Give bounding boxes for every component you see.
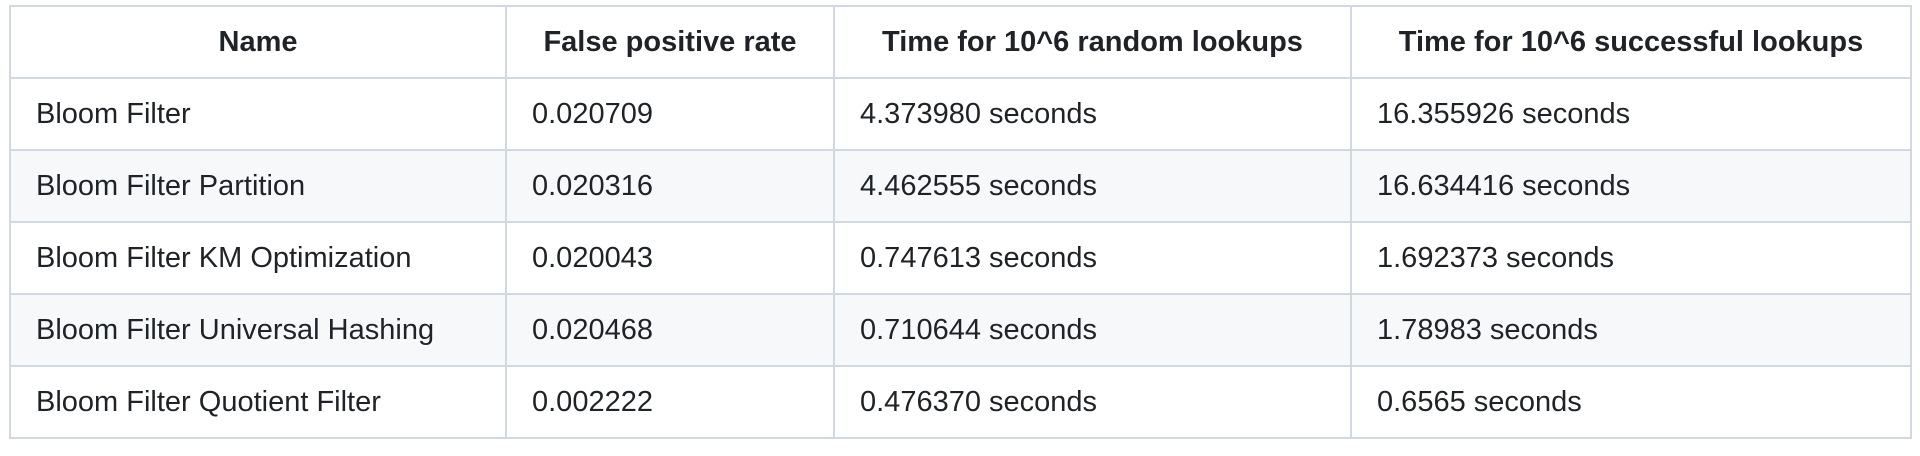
results-table: Name False positive rate Time for 10^6 r… [9,5,1912,439]
cell-false-positive-rate: 0.002222 [505,365,835,439]
table-row: Bloom Filter 0.020709 4.373980 seconds 1… [9,77,1912,151]
table-header: Name False positive rate Time for 10^6 r… [9,5,1912,79]
cell-successful-lookups-time: 1.692373 seconds [1350,221,1912,295]
cell-random-lookups-time: 4.462555 seconds [833,149,1352,223]
header-successful-lookups-time: Time for 10^6 successful lookups [1350,5,1912,79]
cell-false-positive-rate: 0.020043 [505,221,835,295]
cell-successful-lookups-time: 16.634416 seconds [1350,149,1912,223]
cell-name: Bloom Filter Partition [9,149,507,223]
cell-random-lookups-time: 0.710644 seconds [833,293,1352,367]
header-name: Name [9,5,507,79]
cell-random-lookups-time: 0.476370 seconds [833,365,1352,439]
cell-name: Bloom Filter KM Optimization [9,221,507,295]
cell-false-positive-rate: 0.020709 [505,77,835,151]
table-row: Bloom Filter Partition 0.020316 4.462555… [9,149,1912,223]
results-table-container: Name False positive rate Time for 10^6 r… [9,5,1912,439]
cell-false-positive-rate: 0.020316 [505,149,835,223]
cell-false-positive-rate: 0.020468 [505,293,835,367]
cell-name: Bloom Filter [9,77,507,151]
cell-successful-lookups-time: 0.6565 seconds [1350,365,1912,439]
header-row: Name False positive rate Time for 10^6 r… [9,5,1912,79]
cell-random-lookups-time: 0.747613 seconds [833,221,1352,295]
header-random-lookups-time: Time for 10^6 random lookups [833,5,1352,79]
cell-successful-lookups-time: 16.355926 seconds [1350,77,1912,151]
header-false-positive-rate: False positive rate [505,5,835,79]
table-row: Bloom Filter Universal Hashing 0.020468 … [9,293,1912,367]
cell-random-lookups-time: 4.373980 seconds [833,77,1352,151]
cell-successful-lookups-time: 1.78983 seconds [1350,293,1912,367]
table-body: Bloom Filter 0.020709 4.373980 seconds 1… [9,77,1912,439]
table-row: Bloom Filter KM Optimization 0.020043 0.… [9,221,1912,295]
cell-name: Bloom Filter Quotient Filter [9,365,507,439]
cell-name: Bloom Filter Universal Hashing [9,293,507,367]
table-row: Bloom Filter Quotient Filter 0.002222 0.… [9,365,1912,439]
